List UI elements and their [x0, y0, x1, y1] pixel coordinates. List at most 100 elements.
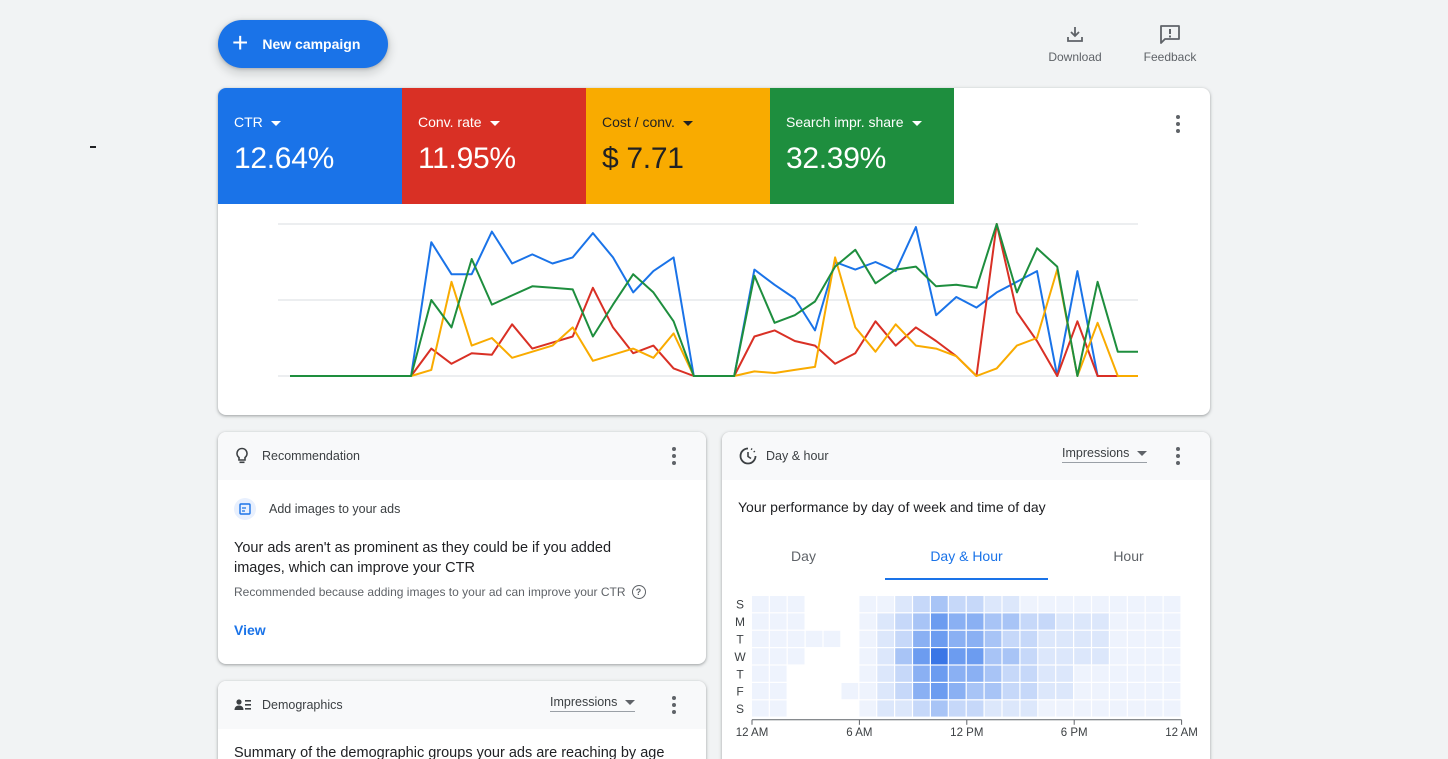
metric-name: Conv. rate	[418, 114, 482, 130]
metric-search-impr-share[interactable]: Search impr. share 32.39%	[770, 88, 954, 204]
heatmap-cell	[823, 596, 841, 613]
day-label: F	[736, 685, 743, 699]
caret-down-icon	[625, 699, 636, 705]
day-hour-title: Your performance by day of week and time…	[738, 499, 1046, 515]
heatmap-cell	[805, 596, 823, 613]
heatmap-cell	[966, 596, 984, 613]
heatmap-cell	[787, 648, 805, 665]
heatmap-cell	[1056, 596, 1073, 613]
heatmap-cell	[752, 613, 769, 630]
heatmap-cell	[895, 683, 912, 700]
heatmap-cell	[787, 665, 805, 682]
heatmap-cell	[859, 648, 877, 665]
heatmap-cell	[913, 596, 930, 613]
heatmap-cell	[752, 648, 769, 665]
more-options-icon[interactable]	[662, 693, 686, 717]
lightbulb-icon	[234, 447, 254, 465]
heatmap-cell	[859, 665, 877, 682]
heatmap-cell	[841, 613, 859, 630]
view-link[interactable]: View	[234, 622, 266, 638]
metric-conv-rate[interactable]: Conv. rate 11.95%	[402, 88, 586, 204]
heatmap-cell	[1074, 630, 1091, 647]
heatmap-cell	[931, 596, 948, 613]
heatmap-cell	[769, 683, 787, 700]
heatmap-cell	[895, 665, 912, 682]
hour-label: 6 PM	[1061, 727, 1088, 739]
heatmap-cell	[1163, 596, 1181, 613]
heatmap-cell	[805, 665, 823, 682]
tab-day-and-hour[interactable]: Day & Hour	[885, 538, 1048, 580]
more-options-icon[interactable]	[1166, 112, 1190, 136]
tab-hour[interactable]: Hour	[1113, 548, 1144, 564]
metric-dropdown[interactable]: Impressions	[1062, 446, 1148, 463]
recommendation-item-label: Add images to your ads	[269, 502, 401, 516]
download-button[interactable]: Download	[1040, 24, 1110, 64]
heatmap-cell	[1110, 648, 1127, 665]
performance-line-chart	[278, 223, 1138, 377]
heatmap-cell	[1038, 630, 1056, 647]
hour-label: 12 AM	[1165, 727, 1198, 739]
caret-down-icon	[682, 120, 693, 126]
heatmap-cell	[1145, 665, 1163, 682]
heatmap-cell	[787, 630, 805, 647]
heatmap-cell	[966, 700, 984, 717]
caret-down-icon	[270, 120, 281, 126]
heatmap-cell	[1056, 613, 1073, 630]
heatmap-cell	[1002, 648, 1020, 665]
metric-value: 11.95%	[418, 142, 516, 175]
heatmap-cell	[805, 700, 823, 717]
heatmap-cell	[1074, 596, 1091, 613]
heatmap-cell	[984, 613, 1002, 630]
heatmap-cell	[1127, 613, 1145, 630]
caret-down-icon	[1137, 450, 1148, 456]
heatmap-cell	[1163, 665, 1181, 682]
heatmap-cell	[1002, 596, 1020, 613]
heatmap-cell	[931, 683, 948, 700]
metric-ctr[interactable]: CTR 12.64%	[218, 88, 402, 204]
heatmap-cell	[752, 683, 769, 700]
feedback-button[interactable]: Feedback	[1135, 24, 1205, 64]
card-title: Day & hour	[766, 449, 829, 463]
heatmap-cell	[1020, 683, 1038, 700]
heatmap-cell	[841, 648, 859, 665]
image-ad-icon	[234, 498, 256, 520]
help-icon[interactable]: ?	[631, 585, 646, 599]
card-header: Day & hour	[722, 432, 1210, 480]
heatmap-cell	[1038, 683, 1056, 700]
heatmap-cell	[984, 630, 1002, 647]
metric-name: CTR	[234, 114, 263, 130]
heatmap-cell	[859, 683, 877, 700]
recommendation-text: Your ads aren't as prominent as they cou…	[234, 540, 612, 576]
recommendation-reason-text: Recommended because adding images to you…	[234, 585, 626, 599]
heatmap-cell	[1020, 648, 1038, 665]
recommendation-item: Add images to your ads	[234, 498, 400, 520]
day-label: T	[736, 667, 744, 681]
heatmap-cell	[752, 700, 769, 717]
tab-day[interactable]: Day	[791, 548, 816, 564]
heatmap-cell	[1056, 648, 1073, 665]
heatmap-cell	[895, 700, 912, 717]
more-options-icon[interactable]	[662, 444, 686, 468]
heatmap-cell	[913, 683, 930, 700]
metric-value: $ 7.71	[602, 142, 684, 175]
more-options-icon[interactable]	[1166, 444, 1190, 468]
heatmap-cell	[823, 648, 841, 665]
metric-dropdown[interactable]: Impressions	[550, 695, 636, 712]
heatmap-cell	[1127, 700, 1145, 717]
dropdown-label: Impressions	[550, 695, 618, 709]
card-title: Demographics	[262, 698, 343, 712]
heatmap-cell	[1127, 596, 1145, 613]
heatmap-cell	[1163, 700, 1181, 717]
series-line	[290, 223, 1138, 377]
heatmap-cell	[1020, 613, 1038, 630]
heatmap-cell	[841, 683, 859, 700]
new-campaign-button[interactable]: + New campaign	[218, 20, 388, 68]
heatmap-cell	[1020, 700, 1038, 717]
heatmap-cell	[1110, 665, 1127, 682]
metric-cost-per-conv[interactable]: Cost / conv. $ 7.71	[586, 88, 770, 204]
heatmap-cell	[841, 700, 859, 717]
heatmap-cell	[966, 665, 984, 682]
heatmap-cell	[877, 630, 894, 647]
metric-name: Search impr. share	[786, 114, 904, 130]
heatmap-cell	[805, 683, 823, 700]
